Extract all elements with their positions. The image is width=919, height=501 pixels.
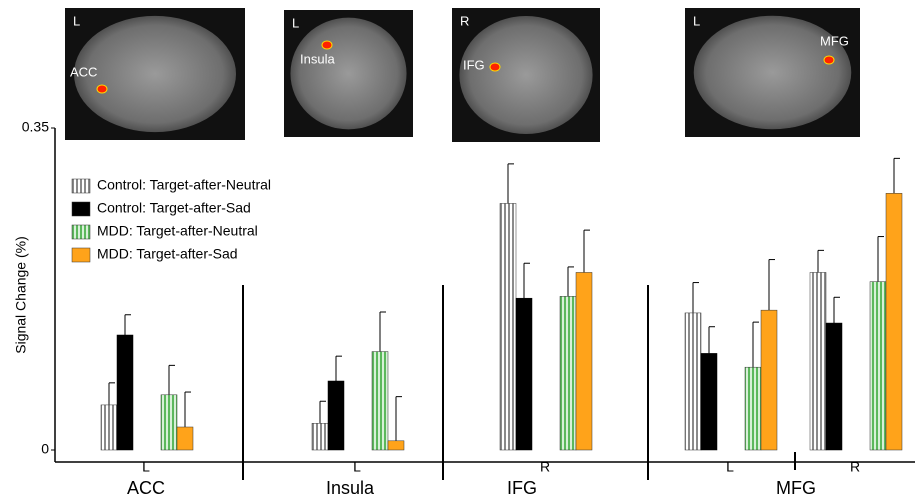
x-tick-label: R [850, 459, 860, 475]
bar [576, 272, 592, 450]
x-tick-label: L [142, 459, 150, 475]
legend-swatch [72, 202, 90, 216]
bar [761, 310, 777, 450]
bar [388, 441, 404, 450]
bar [886, 193, 902, 450]
image-side-label: L [73, 13, 80, 28]
bar [328, 381, 344, 450]
legend-label: MDD: Target-after-Neutral [97, 223, 258, 239]
y-tick-label: 0.35 [22, 119, 49, 135]
group-label: IFG [507, 478, 537, 498]
activation-blob [824, 56, 834, 64]
bar [161, 395, 177, 450]
image-region-label: Insula [300, 51, 335, 66]
bar [810, 272, 826, 450]
brain-shape [74, 16, 236, 132]
brain-shape [290, 18, 406, 130]
x-tick-label: R [540, 459, 550, 475]
y-axis-label: Signal Change (%) [13, 236, 29, 354]
legend-label: Control: Target-after-Neutral [97, 177, 271, 193]
brain-shape [459, 16, 592, 134]
bar [870, 282, 886, 450]
bar [685, 313, 701, 450]
bar [372, 352, 388, 450]
image-side-label: R [460, 13, 469, 28]
legend-label: MDD: Target-after-Sad [97, 246, 238, 262]
legend-swatch [72, 179, 90, 193]
y-tick-label: 0 [41, 441, 49, 457]
bar [312, 423, 328, 450]
group-label: ACC [127, 478, 165, 498]
activation-blob [97, 85, 107, 93]
bar [101, 405, 117, 450]
bar [701, 353, 717, 450]
bar [826, 323, 842, 450]
legend-swatch [72, 225, 90, 239]
x-tick-label: L [726, 459, 734, 475]
x-tick-label: L [353, 459, 361, 475]
bar [500, 203, 516, 450]
bar [745, 367, 761, 450]
bar [516, 298, 532, 450]
group-label: Insula [326, 478, 375, 498]
activation-blob [322, 41, 332, 49]
image-side-label: L [693, 13, 700, 28]
image-side-label: L [292, 15, 299, 30]
bar [177, 427, 193, 450]
image-region-label: MFG [820, 33, 849, 48]
image-region-label: ACC [70, 64, 97, 79]
activation-blob [490, 63, 500, 71]
image-region-label: IFG [463, 57, 485, 72]
legend-label: Control: Target-after-Sad [97, 200, 251, 216]
bar [117, 335, 133, 450]
legend-swatch [72, 248, 90, 262]
group-label: MFG [776, 478, 816, 498]
chart: Signal Change (%) LACCLInsulaRIFGLMFG00.… [0, 0, 919, 501]
bar [560, 296, 576, 450]
